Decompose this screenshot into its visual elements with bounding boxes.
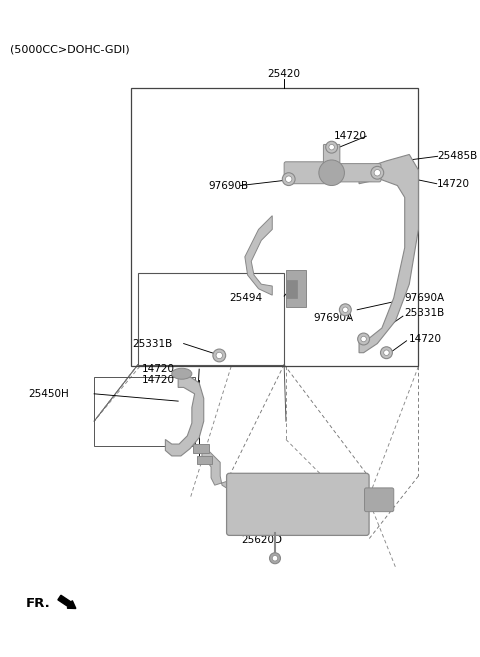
Ellipse shape xyxy=(272,556,278,561)
Ellipse shape xyxy=(286,176,292,183)
FancyBboxPatch shape xyxy=(227,473,369,535)
FancyBboxPatch shape xyxy=(332,164,381,182)
Ellipse shape xyxy=(329,145,335,150)
PathPatch shape xyxy=(202,451,229,489)
Ellipse shape xyxy=(343,307,348,313)
FancyBboxPatch shape xyxy=(284,162,338,184)
Text: 25331B: 25331B xyxy=(132,338,173,349)
Ellipse shape xyxy=(172,368,192,379)
Bar xyxy=(197,456,212,464)
Ellipse shape xyxy=(361,336,366,342)
Ellipse shape xyxy=(269,553,280,564)
Text: 14720: 14720 xyxy=(334,131,366,141)
Text: 14720: 14720 xyxy=(142,375,175,385)
Ellipse shape xyxy=(384,350,389,355)
PathPatch shape xyxy=(245,215,272,295)
Bar xyxy=(286,271,306,307)
Bar xyxy=(286,280,297,298)
Text: (5000CC>DOHC-GDI): (5000CC>DOHC-GDI) xyxy=(10,45,130,55)
Ellipse shape xyxy=(339,304,351,316)
Bar xyxy=(94,377,194,446)
Text: 25450H: 25450H xyxy=(28,389,69,399)
Ellipse shape xyxy=(358,333,370,345)
Ellipse shape xyxy=(326,141,337,153)
Bar xyxy=(131,88,419,367)
Bar xyxy=(193,444,209,453)
Ellipse shape xyxy=(374,170,381,176)
Ellipse shape xyxy=(319,160,345,185)
Text: 97690A: 97690A xyxy=(313,313,353,323)
Text: 25620D: 25620D xyxy=(242,535,283,545)
Ellipse shape xyxy=(282,173,295,185)
Text: 25331B: 25331B xyxy=(405,308,445,319)
PathPatch shape xyxy=(166,374,204,456)
FancyArrow shape xyxy=(58,595,76,608)
Text: 25420: 25420 xyxy=(267,69,300,79)
Text: FR.: FR. xyxy=(25,597,50,610)
Text: 14720: 14720 xyxy=(437,179,470,189)
PathPatch shape xyxy=(359,154,419,353)
Text: 25485B: 25485B xyxy=(438,151,478,162)
FancyBboxPatch shape xyxy=(324,145,340,175)
Text: 25494: 25494 xyxy=(229,293,263,303)
Ellipse shape xyxy=(213,349,226,362)
Ellipse shape xyxy=(381,347,392,359)
Bar xyxy=(138,273,284,365)
Text: 14720: 14720 xyxy=(408,334,442,344)
Text: 97690B: 97690B xyxy=(208,181,249,191)
FancyBboxPatch shape xyxy=(364,488,394,512)
Ellipse shape xyxy=(216,352,222,359)
Ellipse shape xyxy=(371,166,384,179)
Text: 97690A: 97690A xyxy=(405,293,445,303)
Text: 14720: 14720 xyxy=(142,364,175,374)
